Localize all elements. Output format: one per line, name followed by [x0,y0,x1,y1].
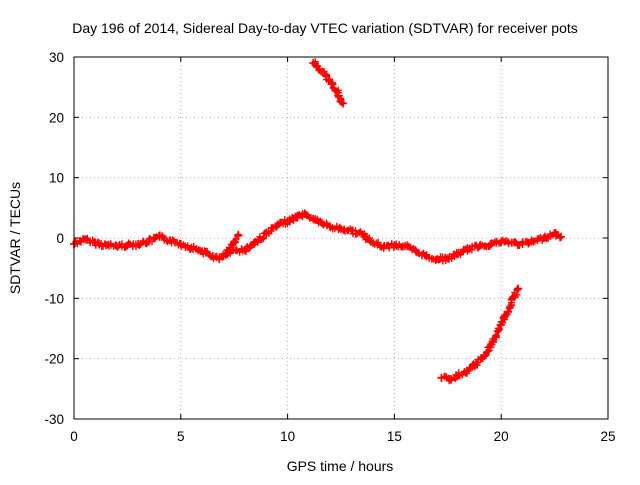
x-tick-label: 5 [177,429,185,444]
chart-title: Day 196 of 2014, Sidereal Day-to-day VTE… [72,20,578,36]
y-tick-label: -10 [44,291,64,306]
data-point [234,231,243,240]
series-marker-run [552,229,564,242]
marks-layer [70,58,566,385]
y-tick-label: 0 [56,231,64,246]
x-axis-label: GPS time / hours [287,458,394,474]
series-marker-run [472,354,487,369]
x-tick-label: 10 [280,429,295,444]
plot-frame [73,56,609,420]
x-tick-label: 0 [70,429,78,444]
tick-layer: 0 5 10 15 20 25 -30 -20 -10 0 10 20 30 [44,50,615,444]
data-point [514,284,523,293]
series-marker-run [435,253,450,265]
data-point [480,352,489,361]
series-marker-run [334,93,346,106]
series-marker-run [92,238,109,250]
series-marker-run [476,240,494,251]
series-small-segment [221,230,243,259]
y-tick-label: 20 [49,110,64,125]
y-axis-label: SDTVAR / TECUs [7,182,23,294]
series-lower-arc [437,284,523,385]
series-marker-run [242,242,254,255]
x-tick-label: 25 [600,429,615,444]
y-tick-label: -20 [44,352,64,367]
series-marker-run [135,237,151,249]
y-tick-label: 10 [49,171,64,186]
data-point [339,99,348,108]
x-tick-label: 20 [494,429,509,444]
series-marker-run [285,212,299,226]
series-upper-arc [309,58,348,108]
data-point [557,232,566,241]
series-marker-run [360,230,375,246]
series-marker-run [349,226,365,238]
series-marker-run [497,310,511,327]
y-tick-label: 30 [49,50,64,65]
x-tick-label: 15 [387,429,402,444]
series-main-track [70,209,566,265]
y-tick-label: -30 [44,412,64,427]
